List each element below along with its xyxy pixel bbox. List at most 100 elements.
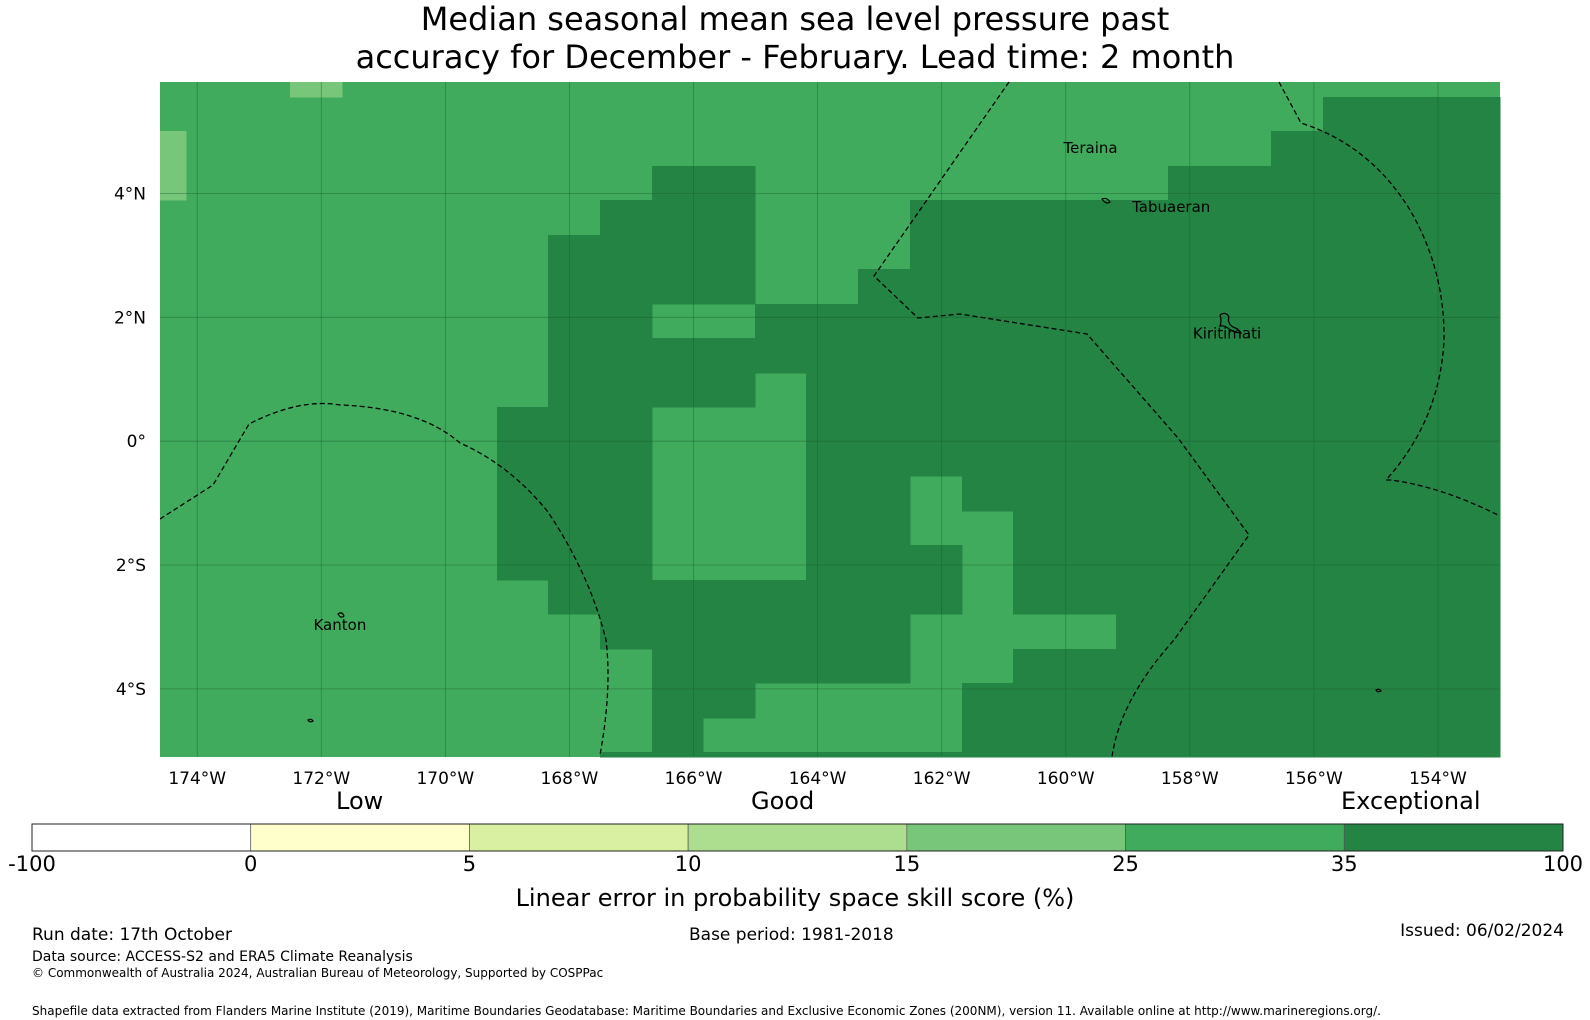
skill-cell bbox=[910, 373, 963, 408]
skill-cell bbox=[1271, 614, 1324, 650]
island-outlines bbox=[307, 197, 1382, 723]
skill-cell bbox=[652, 718, 704, 753]
skill-cell bbox=[1426, 373, 1501, 408]
skill-cell bbox=[1116, 511, 1169, 546]
skill-cell bbox=[1375, 166, 1427, 201]
colorbar-tick-label: 0 bbox=[244, 852, 258, 876]
small-island bbox=[307, 718, 314, 723]
skill-cell bbox=[1013, 649, 1066, 684]
skill-cell bbox=[703, 200, 756, 236]
copyright: © Commonwealth of Australia 2024, Austra… bbox=[32, 966, 604, 980]
colorbar-tick-label: -100 bbox=[8, 852, 56, 876]
skill-cell bbox=[755, 752, 807, 758]
skill-cell bbox=[962, 718, 1014, 753]
skill-cell bbox=[1271, 373, 1324, 408]
skill-cell bbox=[652, 200, 704, 236]
run-date: Run date: 17th October bbox=[32, 925, 232, 945]
skill-cell bbox=[1168, 511, 1221, 546]
skill-cell bbox=[652, 683, 704, 719]
skill-cell bbox=[600, 545, 653, 581]
skill-cell bbox=[1116, 649, 1169, 684]
skill-cell bbox=[962, 752, 1014, 758]
skill-cell bbox=[160, 166, 187, 201]
skill-cell bbox=[1013, 442, 1066, 477]
skill-cell bbox=[600, 304, 653, 339]
colorbar-segment bbox=[1125, 823, 1345, 852]
skill-cell bbox=[1323, 752, 1376, 758]
skill-cell bbox=[1116, 235, 1169, 270]
issued-date: Issued: 06/02/2024 bbox=[1400, 921, 1564, 941]
skill-cell bbox=[1375, 235, 1427, 270]
skill-cell bbox=[1116, 752, 1169, 758]
skill-cell bbox=[160, 131, 187, 167]
skill-cell bbox=[1426, 269, 1501, 305]
skill-cell bbox=[652, 166, 704, 201]
skill-cell bbox=[1323, 131, 1376, 167]
skill-cell bbox=[1375, 304, 1427, 339]
skill-cell bbox=[806, 338, 859, 374]
skill-cell bbox=[858, 511, 911, 546]
skill-cell bbox=[1168, 269, 1221, 305]
skill-cell bbox=[1168, 166, 1221, 201]
skill-cell bbox=[600, 580, 653, 615]
skill-cell bbox=[806, 649, 859, 684]
skill-cell bbox=[1116, 718, 1169, 753]
skill-cell bbox=[1168, 614, 1221, 650]
skill-cell bbox=[703, 649, 756, 684]
skill-cell bbox=[1271, 131, 1324, 167]
skill-cell bbox=[652, 373, 704, 408]
skill-cell bbox=[600, 407, 653, 443]
skill-cell bbox=[1065, 476, 1117, 512]
skill-cell bbox=[1426, 407, 1501, 443]
skill-cell bbox=[1013, 235, 1066, 270]
skill-cell bbox=[1271, 200, 1324, 236]
skill-cell bbox=[600, 338, 653, 374]
skill-cell bbox=[1426, 683, 1501, 719]
skill-cell bbox=[652, 269, 704, 305]
skill-cell bbox=[1220, 752, 1272, 758]
skill-cell bbox=[1375, 649, 1427, 684]
skill-cell bbox=[1013, 407, 1066, 443]
skill-cell bbox=[1013, 580, 1066, 615]
skill-cell bbox=[1065, 683, 1117, 719]
skill-cell bbox=[1375, 718, 1427, 753]
skill-cell bbox=[1220, 200, 1272, 236]
skill-cell bbox=[1426, 166, 1501, 201]
skill-cell bbox=[1375, 131, 1427, 167]
skill-cell bbox=[1116, 407, 1169, 443]
skill-cell bbox=[703, 683, 756, 719]
skill-cell bbox=[600, 752, 653, 758]
small-island bbox=[1375, 688, 1382, 693]
skill-cell bbox=[548, 235, 601, 270]
skill-cell bbox=[1323, 614, 1376, 650]
place-label: Teraina bbox=[1063, 139, 1118, 157]
skill-cell bbox=[600, 614, 653, 650]
skill-cell bbox=[548, 580, 601, 615]
skill-cell bbox=[806, 407, 859, 443]
skill-cell bbox=[858, 580, 911, 615]
skill-cell bbox=[1323, 718, 1376, 753]
colorbar-tick-label: 10 bbox=[674, 852, 702, 876]
skill-cell bbox=[1220, 580, 1272, 615]
skill-cell bbox=[1271, 304, 1324, 339]
lat-tick-label: 4°S bbox=[116, 680, 146, 700]
skill-cell bbox=[703, 752, 756, 758]
place-label: Tabuaeran bbox=[1131, 198, 1210, 216]
skill-cell bbox=[806, 476, 859, 512]
skill-cell bbox=[600, 269, 653, 305]
skill-cell bbox=[1426, 304, 1501, 339]
skill-cell bbox=[910, 752, 963, 758]
skill-cell bbox=[755, 649, 807, 684]
skill-cell bbox=[548, 407, 601, 443]
skill-cell bbox=[1168, 683, 1221, 719]
skill-cell bbox=[1271, 511, 1324, 546]
skill-cell bbox=[548, 373, 601, 408]
shapefile-credit: Shapefile data extracted from Flanders M… bbox=[32, 1004, 1381, 1018]
colorbar-tick-label: 25 bbox=[1112, 852, 1139, 876]
skill-cell bbox=[1323, 476, 1376, 512]
skill-cell bbox=[962, 269, 1014, 305]
skill-cell bbox=[1426, 545, 1501, 581]
map-title-line1: Median seasonal mean sea level pressure … bbox=[420, 0, 1170, 38]
skill-cell bbox=[1271, 269, 1324, 305]
